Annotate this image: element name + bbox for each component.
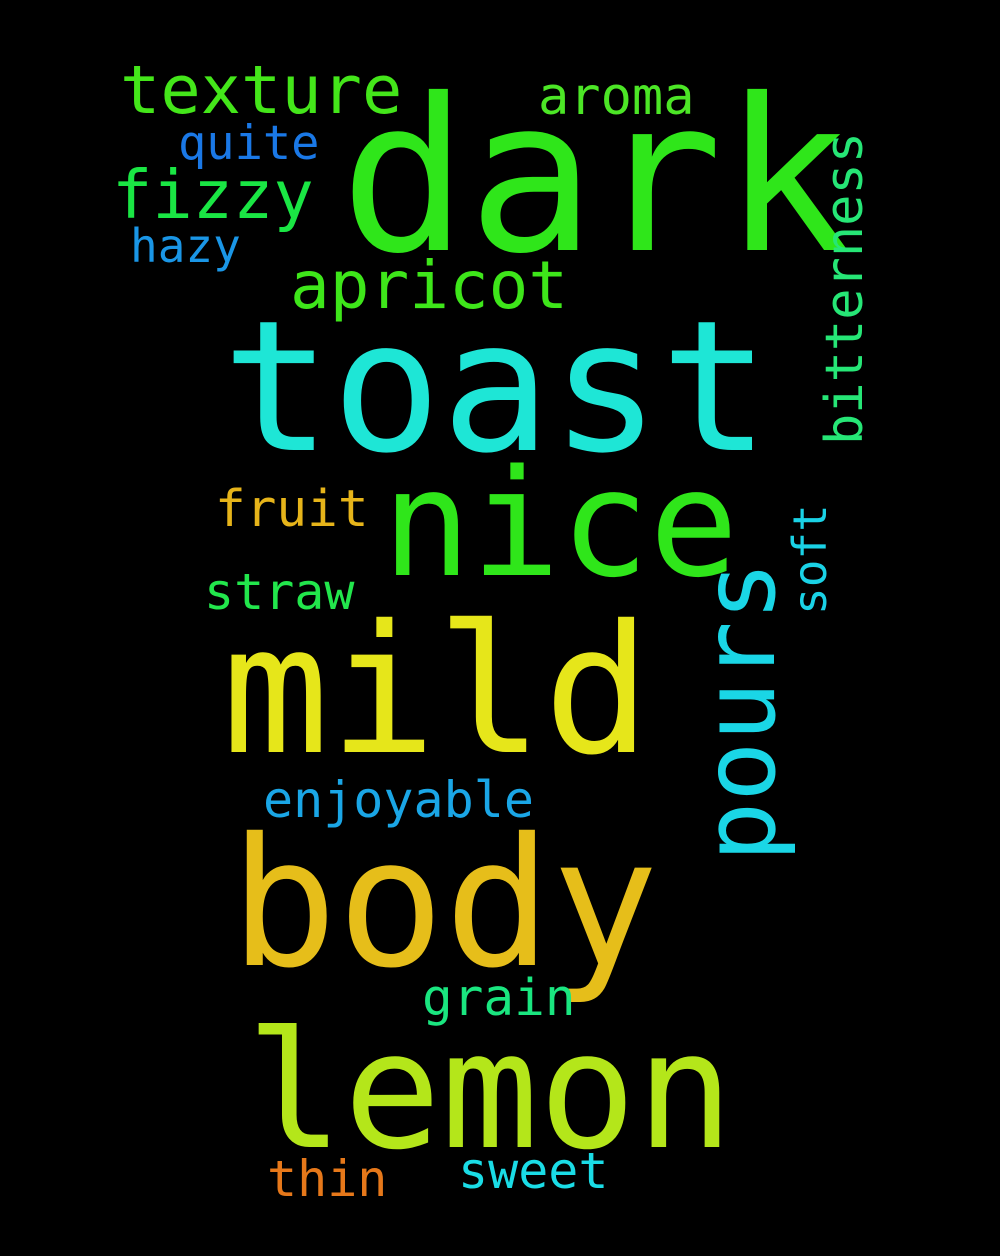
word-fruit: fruit [215,480,369,539]
word-thin: thin [267,1150,387,1208]
word-dark: dark [340,53,851,300]
word-straw: straw [204,563,355,621]
word-pours: pours [681,561,798,862]
word-texture: texture [120,51,402,129]
word-body: body [230,800,659,1007]
word-fizzy: fizzy [112,156,314,234]
word-grain: grain [422,969,576,1028]
word-soft: soft [783,504,837,615]
word-aroma: aroma [538,67,695,127]
word-hazy: hazy [130,219,241,273]
word-apricot: apricot [290,247,568,324]
word-lemon: lemon [246,998,734,1186]
word-quite: quite [178,116,319,171]
word-bitterness: bitterness [815,132,875,445]
word-toast: toast [222,281,770,493]
word-sweet: sweet [458,1142,609,1200]
word-enjoyable: enjoyable [263,771,534,829]
word-mild: mild [222,587,651,794]
word-nice: nice [382,438,738,610]
